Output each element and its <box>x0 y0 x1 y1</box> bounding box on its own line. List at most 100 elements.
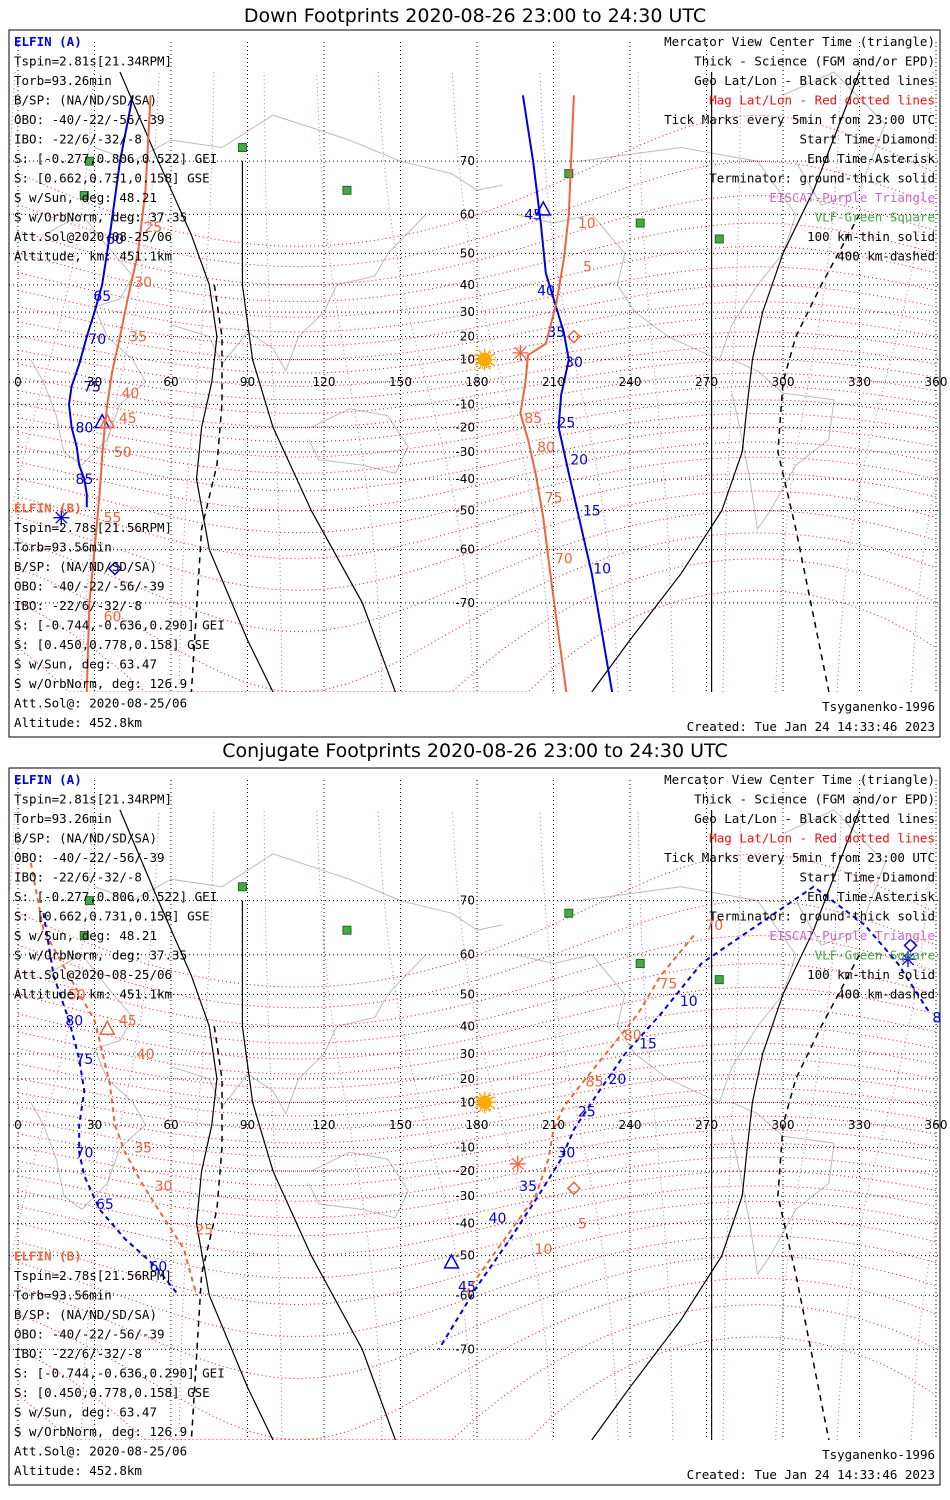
tick-label: 5 <box>578 1217 587 1233</box>
sun-ray <box>474 362 479 366</box>
legend-line: 400 km-dashed <box>837 249 935 264</box>
panel-title: Down Footprints 2020-08-26 23:00 to 24:3… <box>243 5 707 27</box>
elfin-b-info-line: S w/OrbNorm, deg: 126.9 <box>14 676 187 691</box>
legend-line: EISCAT-Purple Triangle <box>769 928 935 943</box>
elfin-a-info-line: IBO: -22/6/-32/-8 <box>14 870 142 885</box>
mag-meridian <box>775 809 842 1440</box>
vlf-station <box>237 882 247 892</box>
x-tick-label: 150 <box>389 375 412 389</box>
footprint-track-b <box>29 862 198 1296</box>
tick-label: 30 <box>134 275 152 291</box>
tick-label: 70 <box>555 552 573 568</box>
tick-label: 40 <box>489 1211 507 1227</box>
mag-parallel <box>17 1007 937 1075</box>
tick-label: 45 <box>119 1013 137 1029</box>
legend-line: Mag Lat/Lon - Red dotted lines <box>709 831 935 846</box>
legend-line: Mag Lat/Lon - Red dotted lines <box>709 93 935 108</box>
y-tick-label: -70 <box>455 1342 475 1356</box>
elfin-b-info-line: IBO: -22/6/-32/-8 <box>14 1346 142 1361</box>
mag-meridian <box>836 809 934 1440</box>
elfin-a-info-line: S: [0.662,0.731,0.158] GSE <box>14 909 210 924</box>
tick-label: 80 <box>76 420 94 436</box>
sun-ray <box>490 1105 495 1109</box>
vlf-station <box>79 190 89 200</box>
x-tick-label: 90 <box>240 1118 255 1132</box>
sun-ray <box>478 1092 482 1097</box>
y-tick-label: -30 <box>455 445 475 459</box>
start-time-diamond <box>566 1181 581 1196</box>
x-tick-label: 60 <box>163 375 178 389</box>
footprint-track-b <box>463 934 695 1296</box>
mag-parallel <box>17 1277 937 1440</box>
tick-label: 70 <box>88 332 106 348</box>
vlf-station <box>714 975 724 985</box>
mag-meridian <box>178 809 215 1440</box>
y-tick-label: 60 <box>460 207 475 221</box>
tick-label: 65 <box>93 289 111 305</box>
vlf-station <box>564 169 574 179</box>
elfin-b-info-line: S w/OrbNorm, deg: 126.9 <box>14 1424 187 1439</box>
legend-line: Thick - Science (FGM and/or EPD) <box>694 54 935 69</box>
down-footprints-panel: Down Footprints 2020-08-26 23:00 to 24:3… <box>0 0 950 740</box>
coastline <box>30 213 147 466</box>
tick-label: 65 <box>96 1197 114 1213</box>
end-time-asterisk <box>514 346 527 359</box>
x-tick-label: 360 <box>925 375 948 389</box>
x-tick-label: 0 <box>14 375 22 389</box>
elfin-b-info-line: S: [0.450,0.778,0.158] GSE <box>14 637 210 652</box>
x-tick-label: 210 <box>542 375 565 389</box>
mag-parallel <box>17 853 937 988</box>
y-tick-label: 60 <box>460 948 475 962</box>
sun-ray <box>487 349 491 354</box>
legend-line: Mercator View Center Time (triangle) <box>664 772 935 787</box>
elfin-a-info-line: Altitude, km: 451.1km <box>14 249 172 264</box>
elfin-b-info-line: Altitude: 452.8km <box>14 715 142 730</box>
legend-line: 100 km-thin solid <box>807 229 935 244</box>
x-tick-label: 300 <box>772 1118 795 1132</box>
terminator-line <box>119 71 274 692</box>
tick-label: 60 <box>150 1260 168 1276</box>
elfin-b-info-line: Tspin=2.78s[21.56RPM] <box>14 520 172 535</box>
chart-panel-1: 8075706560851015202530354045504540353025… <box>8 767 947 1486</box>
elfin-b-info-line: S: [0.450,0.778,0.158] GSE <box>14 1385 210 1400</box>
tick-label: 55 <box>104 511 122 527</box>
y-tick-label: -40 <box>455 472 475 486</box>
tick-label: 20 <box>609 1072 627 1088</box>
y-tick-label: 50 <box>460 987 475 1001</box>
legend-line: 400 km-dashed <box>837 987 935 1002</box>
elfin-b-info-line: S w/Sun, deg: 63.47 <box>14 657 157 672</box>
elfin-b-info-line: Tspin=2.78s[21.56RPM] <box>14 1268 172 1283</box>
sun-ray <box>478 349 482 354</box>
tick-label: 25 <box>578 1104 596 1120</box>
y-tick-label: 40 <box>460 1019 475 1033</box>
terminator-line <box>241 900 396 1440</box>
mag-parallel <box>17 301 937 361</box>
tick-label: 15 <box>583 504 601 520</box>
map-layer: 8580757065601015202530354045605550454035… <box>9 42 940 692</box>
vlf-station <box>237 143 247 153</box>
vlf-station <box>79 930 89 940</box>
sun-ray <box>487 1092 491 1097</box>
sun-ray <box>474 353 479 357</box>
y-tick-label: -20 <box>455 1164 475 1178</box>
y-tick-label: 10 <box>460 1095 475 1109</box>
elfin-b-info-line: S: [-0.744,-0.636,0.290] GEI <box>14 618 225 633</box>
y-tick-label: -40 <box>455 1217 475 1231</box>
x-tick-label: 60 <box>163 1118 178 1132</box>
tick-label: 75 <box>83 379 101 395</box>
sun-ray <box>490 362 495 366</box>
tick-label: 40 <box>537 284 555 300</box>
center-time-triangle <box>98 413 116 429</box>
tick-label: 80 <box>537 440 555 456</box>
footprint-track-a <box>521 95 614 692</box>
elfin-b-header: ELFIN (B) <box>14 1249 82 1264</box>
elfin-a-info-line: Torb=93.26min <box>14 811 112 826</box>
elfin-a-header: ELFIN (A) <box>14 34 82 49</box>
footprint-track-b <box>519 95 575 692</box>
start-time-diamond <box>107 561 122 576</box>
vlf-station <box>714 234 724 244</box>
elfin-b-info-line: Torb=93.56min <box>14 1288 112 1303</box>
legend-line: Terminator: ground-thick solid <box>709 171 935 186</box>
tick-label: 40 <box>121 386 139 402</box>
tick-label: 75 <box>660 976 678 992</box>
